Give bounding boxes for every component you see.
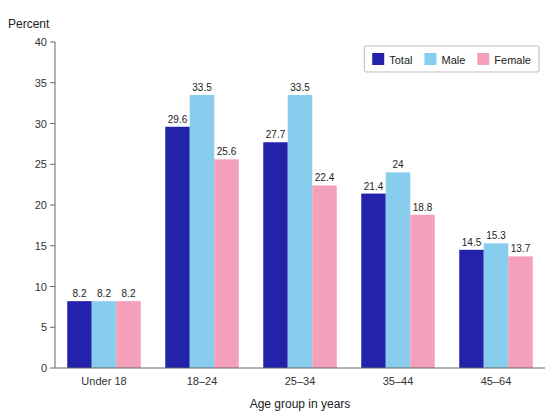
- data-label: 14.5: [462, 237, 482, 248]
- y-tick-label: 10: [35, 281, 47, 293]
- x-tick-label: 18–24: [187, 375, 218, 387]
- data-label: 8.2: [122, 288, 136, 299]
- y-tick-label: 25: [35, 158, 47, 170]
- data-label: 18.8: [413, 202, 433, 213]
- bar: [312, 185, 337, 368]
- y-tick: [50, 123, 55, 124]
- chart: 8.2 29.6 27.7 21.4 14.5 8.2 33.5 33.5 24 15.3 8.2 2…: [0, 0, 560, 420]
- bar: [484, 243, 509, 368]
- y-tick: [50, 286, 55, 287]
- bar: [165, 127, 190, 368]
- y-tick: [50, 245, 55, 246]
- y-tick: [50, 368, 55, 369]
- y-tick: [50, 327, 55, 328]
- data-label: 27.7: [266, 129, 286, 140]
- legend-swatch: [424, 53, 436, 65]
- bar: [263, 142, 288, 368]
- data-label: 29.6: [168, 114, 188, 125]
- y-tick-label: 30: [35, 118, 47, 130]
- bar: [67, 301, 92, 368]
- x-axis-label: Age group in years: [250, 397, 351, 411]
- bar: [214, 159, 239, 368]
- y-tick-label: 15: [35, 240, 47, 252]
- y-tick-label: 35: [35, 77, 47, 89]
- y-tick-label: 0: [41, 362, 47, 374]
- legend-swatch: [477, 53, 489, 65]
- data-label: 22.4: [315, 172, 335, 183]
- bars: [67, 95, 533, 368]
- y-tick-label: 20: [35, 199, 47, 211]
- x-axis-line: [55, 368, 545, 369]
- data-label: 33.5: [192, 82, 212, 93]
- y-tick-label: 5: [41, 321, 47, 333]
- data-label: 33.5: [290, 82, 310, 93]
- bar: [288, 95, 313, 368]
- y-tick: [50, 164, 55, 165]
- y-tick: [50, 82, 55, 83]
- data-label: 8.2: [73, 288, 87, 299]
- x-tick-label: 45–64: [481, 375, 512, 387]
- bar: [190, 95, 215, 368]
- data-label: 21.4: [364, 181, 384, 192]
- bar: [410, 215, 435, 368]
- legend: Total Male Female: [364, 46, 539, 72]
- legend-label: Female: [494, 54, 531, 66]
- data-label: 24: [392, 159, 404, 170]
- bar: [459, 250, 484, 368]
- data-label: 25.6: [217, 146, 237, 157]
- y-tick: [50, 205, 55, 206]
- x-tick-label: 25–34: [285, 375, 316, 387]
- y-tick-label: 40: [35, 36, 47, 48]
- data-label: 13.7: [511, 243, 531, 254]
- legend-swatch: [372, 53, 384, 65]
- legend-box: [364, 46, 539, 72]
- bar: [386, 172, 411, 368]
- legend-label: Male: [441, 54, 465, 66]
- legend-label: Total: [389, 54, 412, 66]
- bar: [116, 301, 141, 368]
- bar: [92, 301, 117, 368]
- data-label: 15.3: [486, 230, 506, 241]
- bar: [361, 194, 386, 368]
- data-label: 8.2: [97, 288, 111, 299]
- y-tick: [50, 42, 55, 43]
- y-axis-label: Percent: [8, 17, 50, 31]
- bar: [508, 256, 533, 368]
- x-tick-label: Under 18: [81, 375, 126, 387]
- x-tick-label: 35–44: [383, 375, 414, 387]
